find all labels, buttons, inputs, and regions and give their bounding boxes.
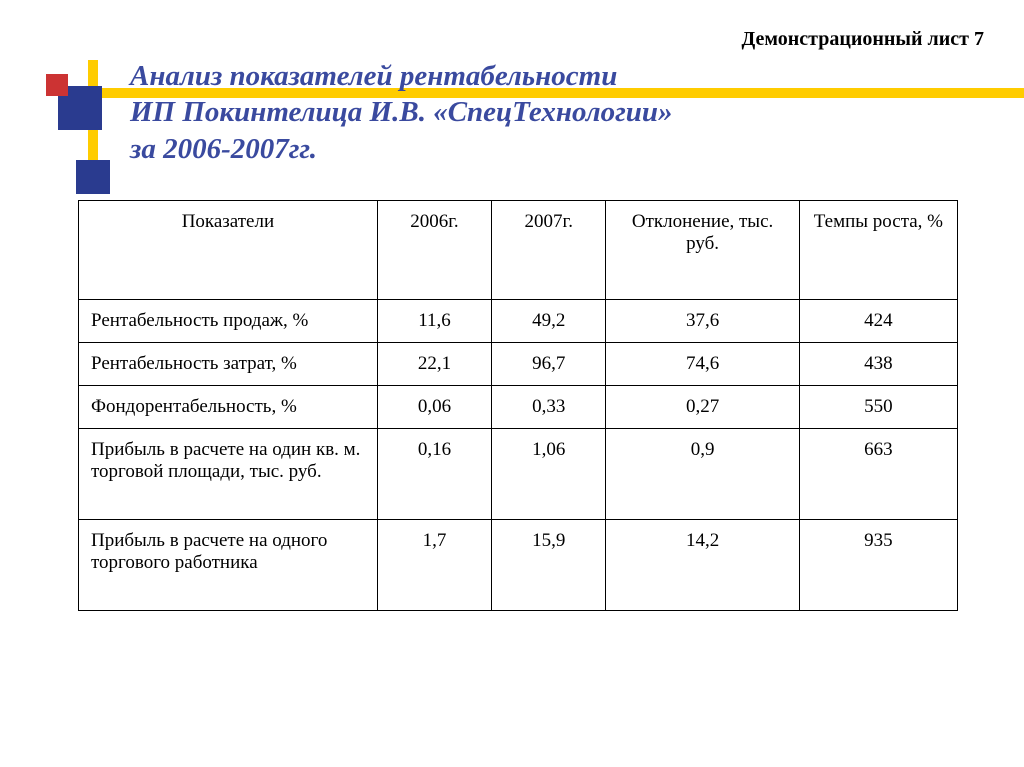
slide-title: Анализ показателей рентабельности ИП Пок…: [130, 58, 950, 167]
col-header-delta: Отклонение, тыс. руб.: [606, 201, 799, 300]
table-row: Рентабельность затрат, %22,196,774,6438: [79, 343, 958, 386]
cell-2007: 49,2: [492, 300, 606, 343]
cell-delta: 37,6: [606, 300, 799, 343]
cell-2006: 22,1: [377, 343, 491, 386]
table-row: Фондорентабельность, %0,060,330,27550: [79, 386, 958, 429]
cell-delta: 0,9: [606, 429, 799, 520]
col-header-indicator: Показатели: [79, 201, 378, 300]
cell-growth: 663: [799, 429, 957, 520]
deco-square-red: [46, 74, 68, 96]
cell-delta: 74,6: [606, 343, 799, 386]
table-row: Рентабельность продаж, %11,649,237,6424: [79, 300, 958, 343]
cell-2006: 0,06: [377, 386, 491, 429]
cell-delta: 0,27: [606, 386, 799, 429]
profitability-table: Показатели 2006г. 2007г. Отклонение, тыс…: [78, 200, 958, 611]
cell-growth: 424: [799, 300, 957, 343]
cell-2007: 0,33: [492, 386, 606, 429]
cell-2006: 0,16: [377, 429, 491, 520]
cell-2006: 1,7: [377, 520, 491, 611]
cell-indicator: Фондорентабельность, %: [79, 386, 378, 429]
cell-growth: 438: [799, 343, 957, 386]
cell-growth: 550: [799, 386, 957, 429]
cell-delta: 14,2: [606, 520, 799, 611]
col-header-growth: Темпы роста, %: [799, 201, 957, 300]
cell-2007: 1,06: [492, 429, 606, 520]
cell-growth: 935: [799, 520, 957, 611]
col-header-2007: 2007г.: [492, 201, 606, 300]
col-header-2006: 2006г.: [377, 201, 491, 300]
deco-square-blue-small: [76, 160, 110, 194]
cell-2006: 11,6: [377, 300, 491, 343]
table-header-row: Показатели 2006г. 2007г. Отклонение, тыс…: [79, 201, 958, 300]
title-line-3: за 2006-2007гг.: [130, 133, 317, 165]
data-table-wrap: Показатели 2006г. 2007г. Отклонение, тыс…: [78, 200, 958, 611]
table-row: Прибыль в расчете на один кв. м. торгово…: [79, 429, 958, 520]
cell-indicator: Прибыль в расчете на один кв. м. торгово…: [79, 429, 378, 520]
cell-indicator: Прибыль в расчете на одного торгового ра…: [79, 520, 378, 611]
table-row: Прибыль в расчете на одного торгового ра…: [79, 520, 958, 611]
title-line-2: ИП Покинтелица И.В. «СпецТехнологии»: [130, 96, 673, 128]
cell-indicator: Рентабельность затрат, %: [79, 343, 378, 386]
cell-2007: 15,9: [492, 520, 606, 611]
title-line-1: Анализ показателей рентабельности: [130, 60, 617, 92]
cell-indicator: Рентабельность продаж, %: [79, 300, 378, 343]
slide-number-label: Демонстрационный лист 7: [741, 28, 984, 51]
cell-2007: 96,7: [492, 343, 606, 386]
